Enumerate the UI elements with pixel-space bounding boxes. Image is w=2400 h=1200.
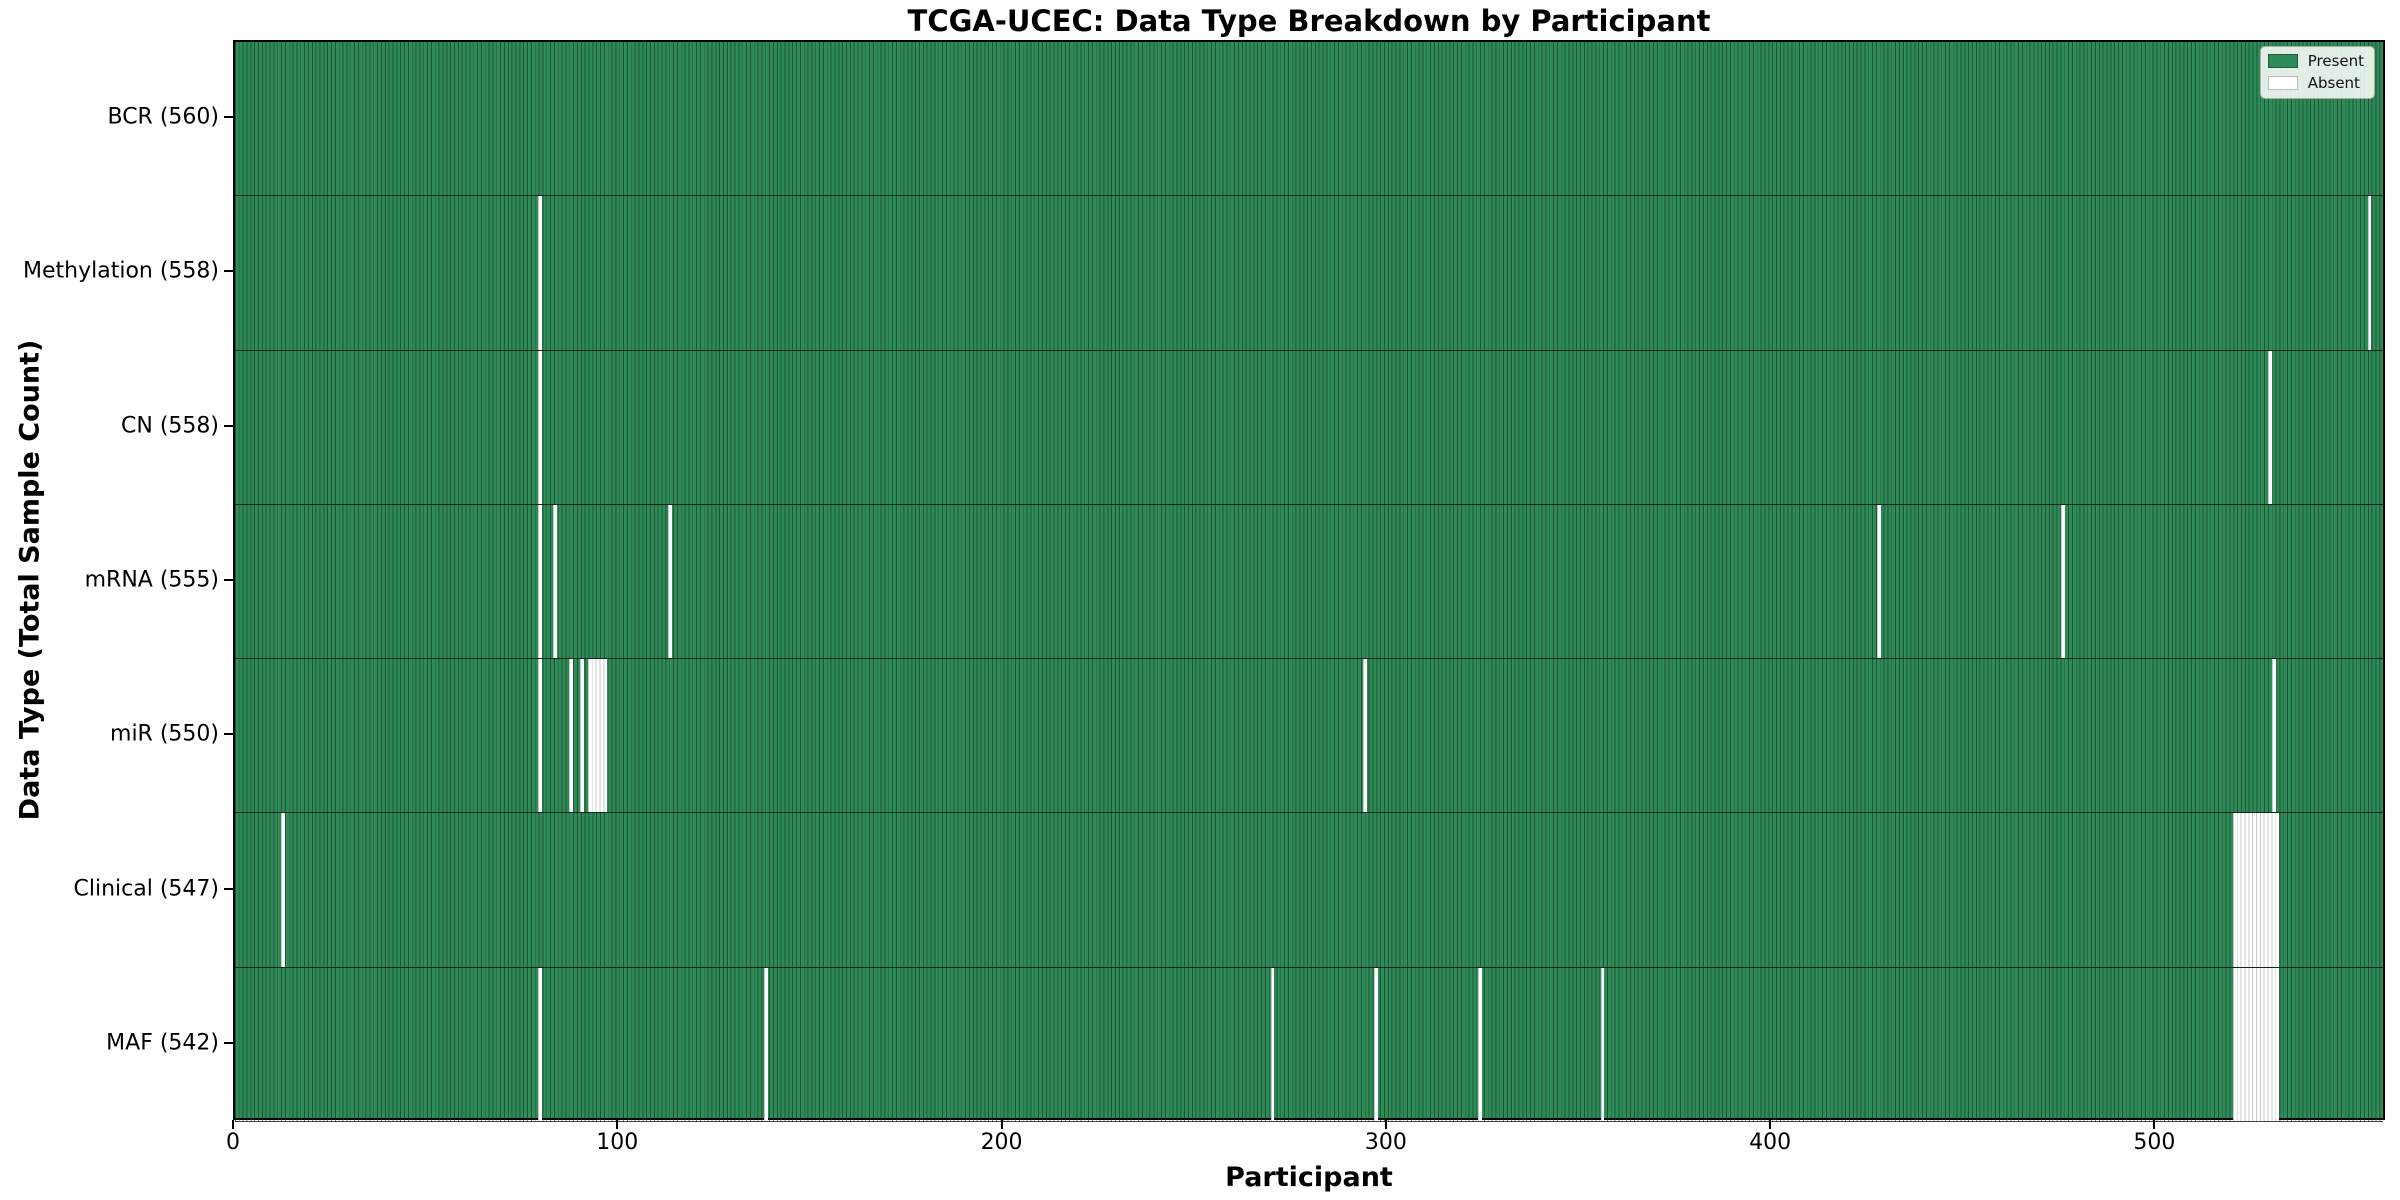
y-tick-label: BCR (560) [107,104,219,130]
legend-absent-swatch [2267,76,2298,90]
absent-gap [2367,196,2372,350]
absent-gap [1374,967,1379,1121]
y-tick-mark [224,424,233,427]
legend-item-present: Present [2267,52,2364,70]
x-tick-mark [1769,1120,1772,1129]
x-tick-label: 500 [2133,1130,2176,1155]
chart-title: TCGA-UCEC: Data Type Breakdown by Partic… [907,4,1711,38]
plot-area: Present Absent [233,40,2385,1122]
absent-gap [553,504,558,659]
row-methylation [235,196,2383,351]
row-clinical [235,813,2383,968]
absent-gap [1477,967,1482,1121]
y-tick-mark [224,1041,233,1044]
y-axis-label: Data Type (Total Sample Count) [14,339,46,821]
absent-gap [2267,350,2272,504]
absent-gap [281,813,285,967]
x-tick-label: 0 [226,1130,240,1155]
x-tick-mark [2153,1120,2156,1129]
absent-gap [587,659,608,813]
legend-item-absent: Absent [2267,74,2364,92]
row-cn [235,350,2383,505]
y-tick-mark [224,733,233,736]
row-maf [235,967,2383,1122]
absent-gap [1362,659,1367,813]
absent-gap [2233,813,2280,967]
x-tick-label: 100 [596,1130,639,1155]
absent-gap [580,659,585,813]
x-tick-label: 300 [1364,1130,1407,1155]
x-tick-mark [232,1120,234,1129]
absent-gap [2233,967,2280,1121]
absent-gap [568,659,573,813]
legend-present-label: Present [2307,52,2364,70]
y-tick-label: mRNA (555) [84,567,219,593]
x-tick-mark [616,1120,619,1129]
absent-gap [1876,504,1881,659]
row-mir [235,659,2383,814]
x-tick-mark [1000,1120,1003,1129]
absent-gap [538,967,542,1121]
x-axis-label: Participant [1225,1162,1393,1193]
absent-gap [764,967,769,1121]
legend-absent-label: Absent [2307,74,2360,92]
absent-gap [668,504,673,659]
absent-gap [538,196,542,350]
absent-gap [1600,967,1605,1121]
y-tick-mark [224,579,233,581]
y-tick-mark [224,887,233,890]
absent-gap [538,350,542,504]
y-tick-label: Methylation (558) [23,258,219,284]
absent-gap [2060,504,2065,659]
y-tick-label: Clinical (547) [73,876,219,902]
absent-gap [2271,659,2276,813]
absent-gap [1270,967,1275,1121]
y-tick-label: miR (550) [110,721,219,747]
y-tick-label: MAF (542) [106,1030,219,1056]
absent-gap [538,659,542,813]
absent-gap [538,504,542,659]
legend-present-swatch [2267,54,2298,68]
y-tick-mark [224,270,233,273]
x-tick-mark [1384,1120,1387,1129]
legend: Present Absent [2259,46,2375,99]
x-tick-label: 400 [1749,1130,1792,1155]
y-tick-mark [224,116,233,119]
row-mrna [235,504,2383,660]
x-tick-label: 200 [980,1130,1023,1155]
row-bcr [235,42,2383,197]
y-tick-label: CN (558) [121,413,219,439]
